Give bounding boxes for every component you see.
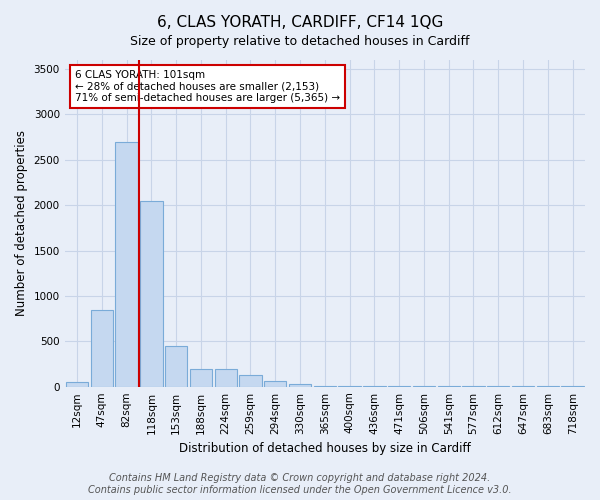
- Text: Contains HM Land Registry data © Crown copyright and database right 2024.
Contai: Contains HM Land Registry data © Crown c…: [88, 474, 512, 495]
- Text: 6, CLAS YORATH, CARDIFF, CF14 1QG: 6, CLAS YORATH, CARDIFF, CF14 1QG: [157, 15, 443, 30]
- Bar: [115, 142, 138, 386]
- Bar: [66, 382, 88, 386]
- Bar: [165, 346, 187, 387]
- Bar: [239, 375, 262, 386]
- Text: 6 CLAS YORATH: 101sqm
← 28% of detached houses are smaller (2,153)
71% of semi-d: 6 CLAS YORATH: 101sqm ← 28% of detached …: [75, 70, 340, 103]
- Bar: [91, 310, 113, 386]
- Bar: [215, 368, 237, 386]
- Y-axis label: Number of detached properties: Number of detached properties: [15, 130, 28, 316]
- Bar: [264, 381, 286, 386]
- Bar: [289, 384, 311, 386]
- X-axis label: Distribution of detached houses by size in Cardiff: Distribution of detached houses by size …: [179, 442, 471, 455]
- Bar: [140, 200, 163, 386]
- Bar: [190, 368, 212, 386]
- Text: Size of property relative to detached houses in Cardiff: Size of property relative to detached ho…: [130, 35, 470, 48]
